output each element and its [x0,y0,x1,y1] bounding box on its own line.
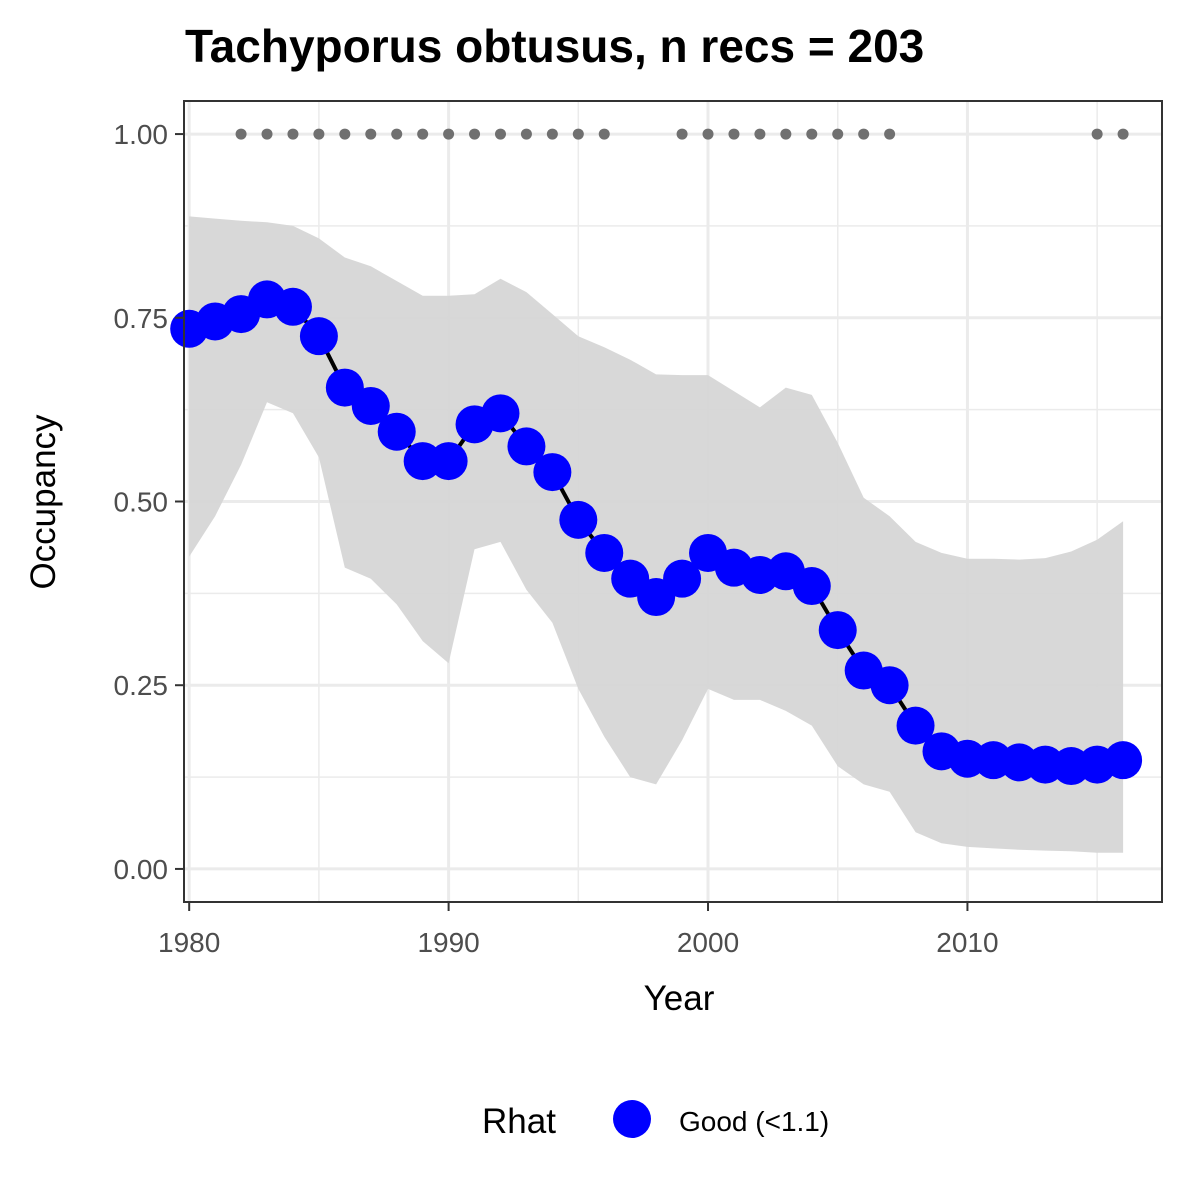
occupancy-point [792,567,831,606]
record-dot [469,128,481,140]
record-dot [858,128,870,140]
record-dot [494,128,506,140]
record-dot [1117,128,1129,140]
y-tick-label: 0.00 [114,854,169,885]
occupancy-point [273,287,312,326]
y-tick-label: 1.00 [114,119,169,150]
record-dot [339,128,351,140]
occupancy-point [896,706,935,745]
record-dot [546,128,558,140]
record-dot [417,128,429,140]
occupancy-point [1104,741,1143,780]
x-tick-label: 1980 [158,927,220,958]
x-axis-title: Year [644,979,715,1018]
legend: Rhat Good (<1.1) [482,1100,829,1141]
record-dot [728,128,740,140]
y-axis-title: Occupancy [24,414,63,590]
x-tick-label: 1990 [417,927,479,958]
record-dot [1091,128,1103,140]
legend-key-good [613,1100,651,1138]
record-dot [365,128,377,140]
occupancy-point [870,666,909,705]
record-dot [235,128,247,140]
occupancy-point [351,386,390,425]
record-dot [754,128,766,140]
occupancy-point [481,394,520,433]
occupancy-point [533,453,572,492]
record-dot [806,128,818,140]
record-dot [313,128,325,140]
record-dot [702,128,714,140]
record-dot [287,128,299,140]
record-dots-layer [235,128,1129,140]
legend-label-good: Good (<1.1) [679,1106,829,1137]
x-tick-label: 2010 [936,927,998,958]
record-dot [572,128,584,140]
occupancy-point [377,412,416,451]
record-dot [443,128,455,140]
y-tick-label: 0.75 [114,303,169,334]
record-dot [884,128,896,140]
record-dot [598,128,610,140]
occupancy-point [299,317,338,356]
chart-title: Tachyporus obtusus, n recs = 203 [185,20,924,72]
occupancy-point [585,533,624,572]
record-dot [261,128,273,140]
occupancy-point [663,559,702,598]
y-tick-label: 0.25 [114,670,169,701]
occupancy-point [818,611,857,650]
occupancy-point [559,500,598,539]
occupancy-point [507,427,546,466]
legend-title: Rhat [482,1102,556,1141]
record-dot [832,128,844,140]
record-dot [520,128,532,140]
occupancy-point [429,442,468,481]
x-axis: 1980 1990 2000 2010 [158,902,999,958]
y-axis: 0.00 0.25 0.50 0.75 1.00 [114,119,184,885]
record-dot [676,128,688,140]
record-dot [391,128,403,140]
x-tick-label: 2000 [677,927,739,958]
record-dot [780,128,792,140]
y-tick-label: 0.50 [114,487,169,518]
occupancy-points-layer [170,280,1143,786]
